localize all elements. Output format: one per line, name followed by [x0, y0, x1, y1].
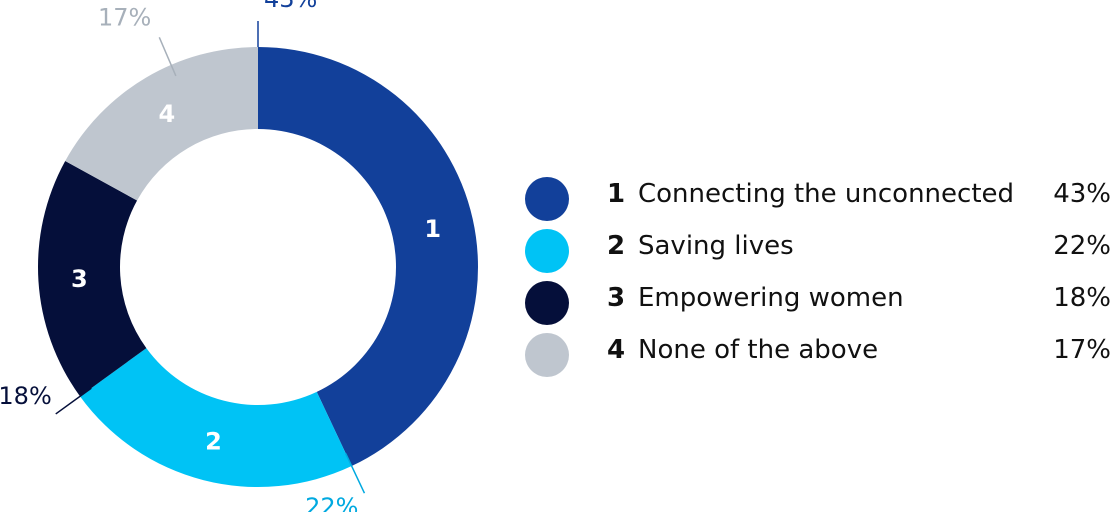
legend-value-4: 17%	[1053, 335, 1111, 365]
legend-label-2: Saving lives	[638, 231, 794, 261]
slice-number-2: 2	[205, 427, 222, 455]
slice-number-3: 3	[71, 265, 88, 293]
legend-value-3: 18%	[1053, 283, 1111, 313]
legend-label-3: Empowering women	[638, 283, 904, 313]
donut-slice-4	[65, 47, 259, 201]
slice-value-label-3: 18%	[0, 382, 52, 410]
legend-item-4: 4 None of the above 17%	[525, 329, 1115, 381]
legend-number-2: 2	[607, 231, 626, 261]
slice-number-1: 1	[424, 215, 441, 243]
slice-number-4: 4	[159, 100, 176, 128]
leader-line-3	[55, 387, 92, 415]
legend-number-4: 4	[607, 335, 626, 365]
donut-slice-2	[80, 348, 352, 487]
leader-line-4	[158, 37, 177, 77]
legend-label-1: Connecting the unconnected	[638, 179, 1015, 209]
legend-value-2: 22%	[1053, 231, 1111, 261]
legend-item-2: 2 Saving lives 22%	[525, 225, 1115, 277]
donut-slice-3	[38, 161, 147, 397]
legend-value-1: 43%	[1053, 179, 1111, 209]
legend-label-4: None of the above	[638, 335, 879, 365]
legend-swatch-2	[525, 229, 569, 273]
legend-item-3: 3 Empowering women 18%	[525, 277, 1115, 329]
legend-number-1: 1	[607, 179, 626, 209]
slice-value-label-1: 43%	[264, 0, 317, 13]
slice-value-label-4: 17%	[98, 3, 151, 31]
donut-chart: 1 2 3 4 43% 22% 18% 17%	[0, 0, 478, 512]
legend-swatch-4	[525, 333, 569, 377]
legend-item-1: 1 Connecting the unconnected 43%	[525, 173, 1115, 225]
leader-line-2	[345, 453, 366, 494]
slice-value-label-2: 22%	[305, 493, 358, 512]
donut-slice-1	[258, 47, 478, 467]
legend-swatch-1	[525, 177, 569, 221]
legend-number-3: 3	[607, 283, 626, 313]
legend-swatch-3	[525, 281, 569, 325]
